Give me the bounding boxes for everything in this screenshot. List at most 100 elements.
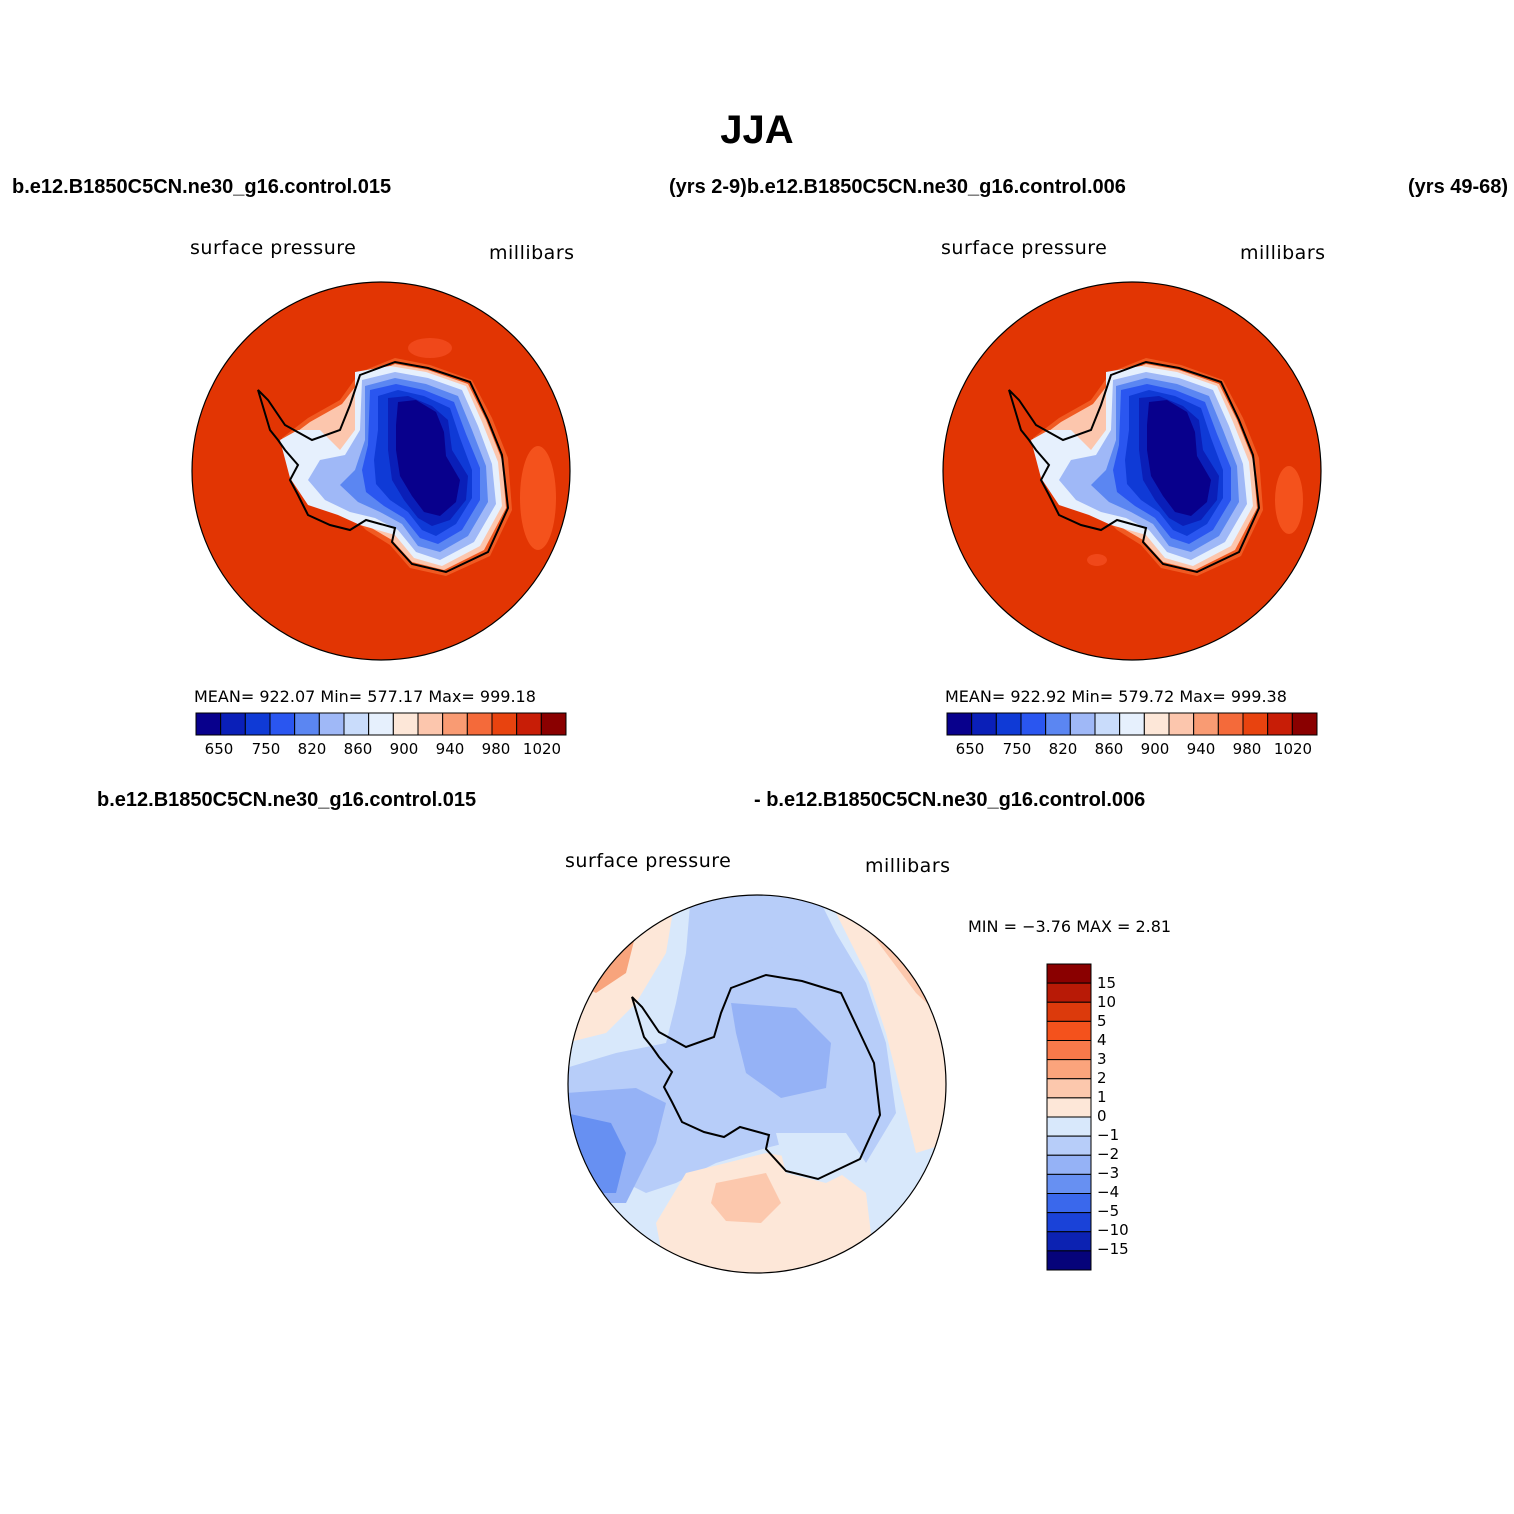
colorbar-swatch [540, 712, 567, 736]
panel2-polar-map [942, 281, 1322, 661]
colorbar-swatch [1046, 1020, 1092, 1041]
colorbar-swatch [1046, 1078, 1092, 1099]
colorbar-swatch [417, 712, 444, 736]
colorbar-swatch [1143, 712, 1170, 736]
diff-minmax: MIN = −3.76 MAX = 2.81 [968, 917, 1172, 936]
colorbar-swatch [343, 712, 370, 736]
panel1-cb-tick: 820 [297, 740, 327, 758]
diff-cb-tick: 10 [1097, 993, 1117, 1011]
colorbar-swatch [195, 712, 222, 736]
colorbar-swatch [220, 712, 246, 736]
diff-cb-tick: 0 [1097, 1107, 1107, 1125]
diff-cb-tick: −1 [1097, 1126, 1120, 1144]
colorbar-swatch [1168, 712, 1195, 736]
diff-cb-tick: 4 [1097, 1031, 1107, 1049]
diff-cb-tick: 5 [1097, 1012, 1107, 1030]
panel1-polar-map [191, 281, 571, 661]
panel1-cb-tick: 1020 [522, 740, 562, 758]
panel2-cb-tick: 750 [1002, 740, 1032, 758]
panel2-cb-tick: 980 [1232, 740, 1262, 758]
colorbar-swatch [392, 712, 419, 736]
panel2-cb-tick: 820 [1048, 740, 1078, 758]
panel1-cb-tick: 750 [251, 740, 281, 758]
panel1-stats: MEAN= 922.07 Min= 577.17 Max= 999.18 [194, 687, 536, 706]
diff-cb-tick: 3 [1097, 1050, 1107, 1068]
colorbar-swatch [1020, 712, 1047, 736]
colorbar-swatch [995, 712, 1022, 736]
panel2-colorbar [946, 712, 1318, 736]
colorbar-swatch [1217, 712, 1244, 736]
panel2-cb-tick: 1020 [1273, 740, 1313, 758]
colorbar-swatch [1045, 712, 1071, 736]
panel1-cb-tick: 940 [435, 740, 465, 758]
colorbar-swatch [1119, 712, 1145, 736]
colorbar-swatch [1046, 1059, 1092, 1080]
colorbar-swatch [1046, 1231, 1092, 1252]
colorbar-swatch [1046, 1250, 1092, 1271]
diff-polar-map [567, 894, 947, 1274]
colorbar-swatch [269, 712, 296, 736]
colorbar-swatch [1242, 712, 1269, 736]
colorbar-swatch [1046, 1001, 1092, 1022]
panel2-cb-tick: 650 [955, 740, 985, 758]
colorbar-swatch [1046, 1193, 1092, 1214]
colorbar-swatch [442, 712, 468, 736]
panel2-cb-tick: 940 [1186, 740, 1216, 758]
diff-cb-tick: −5 [1097, 1202, 1120, 1220]
colorbar-swatch [1046, 1040, 1092, 1061]
colorbar-swatch [1046, 963, 1092, 984]
colorbar-swatch [244, 712, 271, 736]
main-title: JJA [720, 108, 794, 152]
colorbar-swatch [318, 712, 345, 736]
colorbar-swatch [1046, 982, 1092, 1003]
colorbar-swatch [946, 712, 973, 736]
diff-left-case-label: b.e12.B1850C5CN.ne30_g16.control.015 [97, 789, 477, 811]
panel1-field-label: surface pressure [190, 237, 357, 259]
diff-right-case-label: - b.e12.B1850C5CN.ne30_g16.control.006 [754, 789, 1146, 811]
diff-cb-tick: 15 [1097, 974, 1117, 992]
colorbar-swatch [1046, 1097, 1092, 1118]
diff-field-label: surface pressure [565, 850, 732, 872]
colorbar-swatch [1046, 1154, 1092, 1175]
panel1-cb-tick: 900 [389, 740, 419, 758]
colorbar-swatch [294, 712, 320, 736]
colorbar-swatch [368, 712, 394, 736]
top-left-case-label: b.e12.B1850C5CN.ne30_g16.control.015 [12, 176, 392, 198]
colorbar-swatch [491, 712, 518, 736]
diff-cb-tick: −3 [1097, 1164, 1120, 1182]
colorbar-swatch [1046, 1116, 1092, 1137]
colorbar-swatch [1291, 712, 1318, 736]
colorbar-swatch [516, 712, 542, 736]
panel2-field-label: surface pressure [941, 237, 1108, 259]
diff-cb-tick: 2 [1097, 1069, 1107, 1087]
panel2-colorbar-labels: 650 750 820 860 900 940 980 1020 [947, 740, 1317, 760]
colorbar-swatch [1069, 712, 1096, 736]
colorbar-swatch [1046, 1135, 1092, 1156]
diff-cb-tick: 1 [1097, 1088, 1107, 1106]
panel2-units-label: millibars [1240, 242, 1326, 264]
panel1-cb-tick: 980 [481, 740, 511, 758]
panel2-stats: MEAN= 922.92 Min= 579.72 Max= 999.38 [945, 687, 1287, 706]
top-middle-case-label: (yrs 2-9)b.e12.B1850C5CN.ne30_g16.contro… [669, 176, 1126, 198]
colorbar-swatch [1193, 712, 1219, 736]
diff-cb-tick: −15 [1097, 1240, 1129, 1258]
colorbar-swatch [466, 712, 493, 736]
diff-colorbar-labels: 15 10 5 4 3 2 1 0 −1 −2 −3 −4 −5 −10 −15 [1097, 964, 1157, 1270]
colorbar-swatch [1094, 712, 1121, 736]
top-right-years-label: (yrs 49-68) [1408, 176, 1508, 198]
diff-cb-tick: −4 [1097, 1183, 1120, 1201]
diff-units-label: millibars [865, 855, 951, 877]
colorbar-swatch [1267, 712, 1293, 736]
panel1-cb-tick: 860 [343, 740, 373, 758]
panel1-colorbar-labels: 650 750 820 860 900 940 980 1020 [196, 740, 566, 760]
panel1-cb-tick: 650 [204, 740, 234, 758]
diff-colorbar [1046, 963, 1092, 1271]
diff-cb-tick: −2 [1097, 1145, 1120, 1163]
diff-cb-tick: −10 [1097, 1221, 1129, 1239]
panel2-cb-tick: 900 [1140, 740, 1170, 758]
panel1-units-label: millibars [489, 242, 575, 264]
colorbar-swatch [1046, 1173, 1092, 1194]
panel2-cb-tick: 860 [1094, 740, 1124, 758]
panel1-colorbar [195, 712, 567, 736]
colorbar-swatch [1046, 1212, 1092, 1233]
